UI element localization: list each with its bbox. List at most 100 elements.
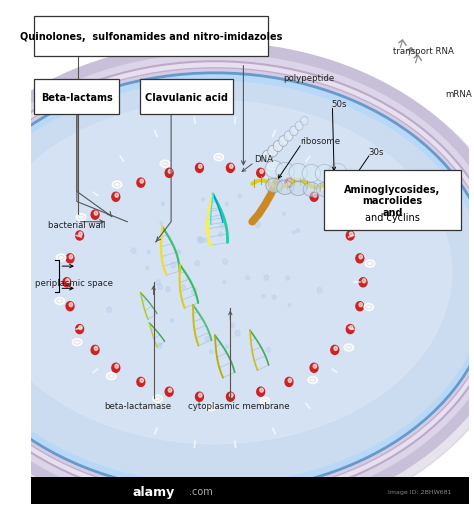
Circle shape — [288, 304, 291, 307]
Circle shape — [199, 393, 202, 397]
Circle shape — [69, 256, 73, 260]
Circle shape — [356, 255, 364, 264]
Circle shape — [295, 122, 303, 131]
Circle shape — [79, 326, 82, 330]
Circle shape — [227, 392, 234, 401]
Circle shape — [198, 238, 203, 243]
Circle shape — [359, 303, 363, 307]
Circle shape — [156, 280, 160, 285]
Circle shape — [76, 325, 83, 334]
Circle shape — [147, 250, 150, 254]
Text: bacterial wall: bacterial wall — [48, 220, 106, 229]
Circle shape — [246, 276, 250, 280]
Circle shape — [288, 379, 292, 383]
Circle shape — [137, 378, 145, 387]
Ellipse shape — [0, 74, 474, 492]
Circle shape — [331, 211, 339, 220]
Circle shape — [197, 237, 202, 243]
Circle shape — [349, 232, 353, 236]
Circle shape — [290, 127, 298, 136]
Ellipse shape — [0, 43, 474, 505]
Circle shape — [203, 238, 207, 243]
Circle shape — [349, 326, 353, 330]
Ellipse shape — [289, 164, 308, 182]
Circle shape — [199, 165, 202, 169]
Circle shape — [283, 213, 285, 216]
Ellipse shape — [344, 344, 354, 351]
Circle shape — [334, 212, 337, 216]
Circle shape — [171, 263, 176, 268]
Circle shape — [107, 308, 111, 313]
Circle shape — [131, 248, 136, 254]
Circle shape — [266, 348, 271, 353]
Circle shape — [66, 255, 74, 264]
Circle shape — [292, 231, 295, 234]
Circle shape — [91, 346, 99, 355]
Text: periplasmic space: periplasmic space — [35, 278, 113, 287]
Circle shape — [207, 216, 210, 219]
Ellipse shape — [160, 161, 170, 168]
Ellipse shape — [0, 82, 474, 483]
Ellipse shape — [106, 373, 116, 380]
Circle shape — [115, 194, 118, 198]
Text: Aminoglycosides,
macrolides
and: Aminoglycosides, macrolides and — [344, 184, 440, 218]
Ellipse shape — [0, 102, 452, 444]
Circle shape — [260, 388, 264, 392]
Ellipse shape — [214, 155, 224, 162]
Circle shape — [140, 379, 144, 383]
Ellipse shape — [328, 164, 347, 182]
Ellipse shape — [0, 55, 474, 505]
Ellipse shape — [365, 261, 375, 268]
Circle shape — [268, 146, 278, 158]
Text: 50s: 50s — [331, 99, 346, 109]
Circle shape — [220, 223, 226, 229]
Circle shape — [285, 179, 293, 188]
Circle shape — [346, 325, 354, 334]
Circle shape — [157, 343, 162, 349]
Ellipse shape — [329, 182, 346, 196]
Text: Clavulanic acid: Clavulanic acid — [145, 92, 228, 103]
Circle shape — [66, 279, 69, 283]
Circle shape — [238, 195, 241, 198]
Ellipse shape — [76, 214, 86, 221]
Text: polypeptide: polypeptide — [283, 74, 334, 83]
Circle shape — [137, 179, 145, 188]
Circle shape — [301, 117, 308, 126]
Ellipse shape — [55, 298, 64, 305]
Ellipse shape — [153, 395, 163, 402]
Ellipse shape — [0, 62, 474, 503]
Circle shape — [168, 170, 172, 174]
Ellipse shape — [267, 163, 277, 170]
Text: transport RNA: transport RNA — [392, 46, 454, 56]
Circle shape — [91, 211, 99, 220]
Circle shape — [115, 365, 118, 369]
Circle shape — [165, 169, 173, 178]
Circle shape — [313, 365, 317, 369]
Circle shape — [161, 203, 164, 206]
Text: cytoplasmic membrane: cytoplasmic membrane — [188, 401, 290, 411]
Circle shape — [168, 388, 172, 392]
Text: DNA: DNA — [255, 155, 273, 164]
Circle shape — [273, 141, 283, 153]
Circle shape — [223, 260, 228, 265]
FancyBboxPatch shape — [31, 477, 469, 504]
Ellipse shape — [112, 182, 122, 189]
Ellipse shape — [265, 161, 283, 179]
Ellipse shape — [206, 404, 216, 411]
Circle shape — [202, 198, 204, 201]
Ellipse shape — [302, 165, 320, 183]
Circle shape — [177, 250, 181, 255]
Circle shape — [257, 387, 264, 396]
Circle shape — [195, 392, 203, 401]
Circle shape — [79, 232, 82, 236]
Circle shape — [255, 222, 260, 228]
Circle shape — [284, 132, 293, 142]
Ellipse shape — [276, 163, 294, 181]
Circle shape — [231, 323, 235, 328]
Text: Image ID: 2BHW681: Image ID: 2BHW681 — [388, 489, 452, 494]
Ellipse shape — [314, 185, 324, 192]
Ellipse shape — [308, 377, 318, 384]
Circle shape — [310, 364, 318, 373]
Ellipse shape — [315, 165, 334, 183]
Circle shape — [76, 231, 83, 240]
